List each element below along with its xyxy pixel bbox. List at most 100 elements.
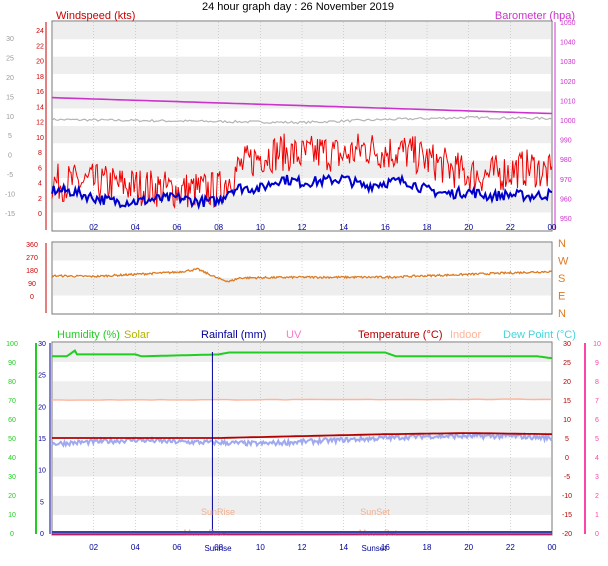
x-tick-label: 12	[298, 223, 307, 232]
x-tick-label: 04	[131, 223, 140, 232]
outer-y-tick: -15	[5, 211, 15, 218]
uv-y-tick: 2	[595, 493, 599, 500]
baro-y-tick: 1020	[560, 79, 576, 86]
humidity-y-tick: 40	[8, 455, 16, 462]
x-tick-label: 22	[506, 223, 515, 232]
wind-y-tick: 6	[38, 165, 42, 172]
baro-y-tick: 980	[560, 157, 572, 164]
wind-band	[53, 126, 551, 144]
outer-y-tick: 15	[6, 94, 14, 101]
baro-y-tick: 1000	[560, 118, 576, 125]
dir-compass-tick: E	[558, 291, 565, 303]
grey-trace-line	[51, 115, 553, 125]
temp-band	[53, 476, 551, 496]
temp-y-tick: -20	[562, 531, 572, 538]
wind-band	[53, 39, 551, 57]
sunrise-label: SunRise	[201, 507, 235, 517]
baro-y-tick: 1030	[560, 59, 576, 66]
baro-y-tick: 1040	[560, 40, 576, 47]
baro-legend: Barometer (hpa)	[495, 10, 575, 22]
temp-y-tick: 10	[563, 417, 571, 424]
outer-y-tick: 5	[8, 133, 12, 140]
sunset-axis-label: Sunset	[362, 544, 388, 553]
humidity-y-tick: 0	[10, 531, 14, 538]
x-tick-label: 10	[256, 543, 265, 552]
baro-y-tick: 970	[560, 177, 572, 184]
x-tick-label: 20	[464, 223, 473, 232]
baro-y-tick: 1050	[560, 20, 576, 27]
rain-y-tick: 20	[38, 404, 46, 411]
wind-y-tick: 10	[36, 135, 44, 142]
uv-y-tick: 4	[595, 455, 599, 462]
x-tick-label: 12	[298, 543, 307, 552]
dir-band	[53, 295, 551, 313]
wind-y-tick: 24	[36, 28, 44, 35]
indoor-line	[52, 398, 553, 401]
dir-band	[53, 243, 551, 261]
legend-humidity: Humidity (%)	[57, 329, 120, 341]
humidity-y-tick: 70	[8, 398, 16, 405]
wind-y-tick: 2	[38, 196, 42, 203]
outer-y-tick: 20	[6, 75, 14, 82]
sunset-label: SunSet	[360, 507, 390, 517]
wind-y-tick: 18	[36, 74, 44, 81]
rain-y-tick: 30	[38, 341, 46, 348]
dir-y-tick: 0	[30, 294, 34, 301]
wind-band	[53, 212, 551, 230]
outer-y-tick: 30	[6, 36, 14, 43]
x-tick-label: 20	[464, 543, 473, 552]
outer-y-tick: -10	[5, 192, 15, 199]
uv-y-tick: 1	[595, 512, 599, 519]
baro-y-tick: 990	[560, 138, 572, 145]
temp-y-tick: 30	[563, 341, 571, 348]
x-tick-label: 14	[339, 543, 348, 552]
wind-direction-line	[51, 267, 553, 283]
temp-y-tick: -10	[562, 493, 572, 500]
wind-average-line	[51, 173, 553, 211]
wind-y-tick: 16	[36, 89, 44, 96]
chart-title: 24 hour graph day : 26 November 2019	[202, 1, 394, 13]
dir-compass-tick: N	[558, 308, 566, 320]
uv-y-tick: 8	[595, 379, 599, 386]
dir-y-tick: 360	[26, 242, 38, 249]
rain-y-tick: 0	[40, 531, 44, 538]
x-tick-label: 00	[548, 223, 557, 232]
dir-band	[53, 260, 551, 278]
temp-y-tick: -15	[562, 512, 572, 519]
dir-y-tick: 90	[28, 281, 36, 288]
outer-y-tick: 0	[8, 153, 12, 160]
x-tick-label: 02	[89, 543, 98, 552]
x-tick-label: 18	[423, 543, 432, 552]
wind-y-tick: 4	[38, 181, 42, 188]
uv-y-tick: 0	[595, 531, 599, 538]
x-tick-label: 06	[173, 543, 182, 552]
baro-y-tick: 1010	[560, 98, 576, 105]
uv-y-tick: 3	[595, 474, 599, 481]
x-tick-label: 22	[506, 543, 515, 552]
x-tick-label: 10	[256, 223, 265, 232]
uv-y-tick: 5	[595, 436, 599, 443]
uv-y-tick: 10	[593, 341, 601, 348]
x-tick-label: 02	[89, 223, 98, 232]
wind-y-tick: 14	[36, 104, 44, 111]
temp-band	[53, 362, 551, 382]
temp-y-tick: 20	[563, 379, 571, 386]
x-tick-label: 08	[214, 543, 223, 552]
humidity-y-tick: 10	[8, 512, 16, 519]
humidity-y-tick: 90	[8, 360, 16, 367]
rain-y-tick: 10	[38, 468, 46, 475]
humidity-y-tick: 100	[6, 341, 18, 348]
temp-y-tick: -5	[564, 474, 570, 481]
rain-y-tick: 15	[38, 436, 46, 443]
wind-y-tick: 8	[38, 150, 42, 157]
x-tick-label: 16	[381, 543, 390, 552]
dir-band	[53, 278, 551, 296]
temp-y-tick: 25	[563, 360, 571, 367]
uv-y-tick: 6	[595, 417, 599, 424]
x-tick-label: 18	[423, 223, 432, 232]
legend-solar: Solar	[124, 329, 150, 341]
x-tick-label: 06	[173, 223, 182, 232]
dir-compass-tick: N	[558, 238, 566, 250]
humidity-y-tick: 20	[8, 493, 16, 500]
